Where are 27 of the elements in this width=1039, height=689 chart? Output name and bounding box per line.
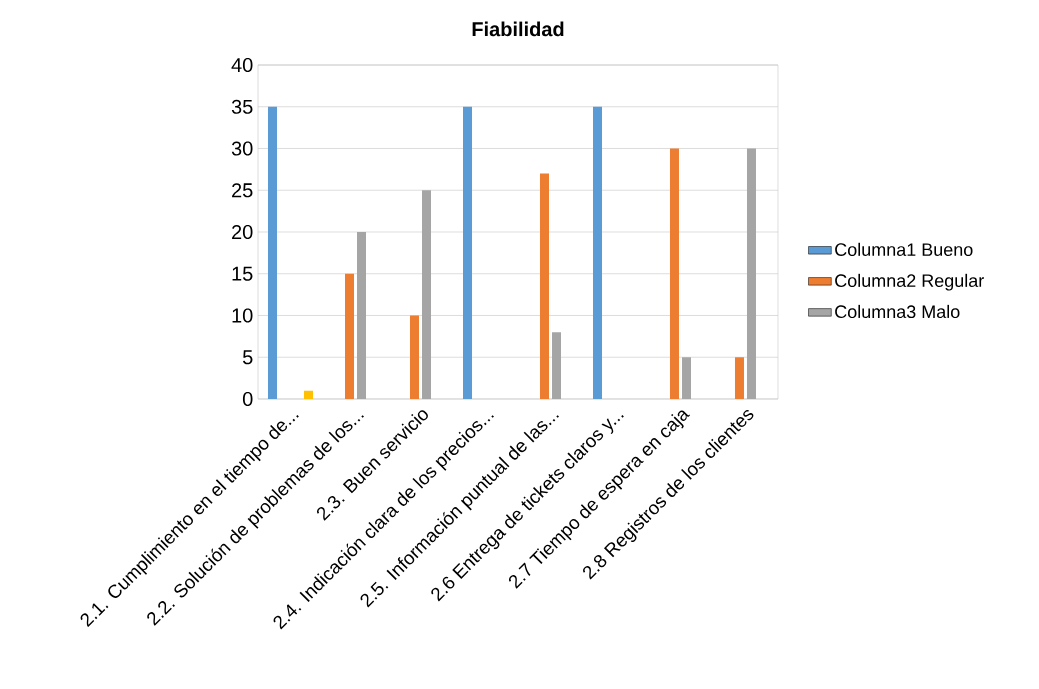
bar [669,148,679,399]
bar [422,190,431,399]
legend-label: Columna2 Regular [835,273,984,291]
bar [540,173,549,399]
bar [463,106,472,399]
bar [410,315,419,399]
y-tick-label: 20 [232,224,253,240]
y-tick-label: 5 [242,350,253,365]
y-tick-label: 35 [231,99,253,114]
legend-label: Columna1 Bueno [835,242,973,256]
bar [734,357,744,399]
bar [592,106,602,399]
chart-title: Fiabilidad [472,21,564,37]
y-tick-label: 10 [232,308,253,323]
bar [357,232,366,399]
legend-label: Columna3 Malo [835,304,960,319]
y-tick-label: 0 [242,391,253,407]
bar [268,106,277,399]
y-tick-label: 15 [232,266,253,281]
bar [304,390,314,399]
y-tick-label: 25 [232,183,253,198]
bar [681,357,691,399]
bar [345,273,354,399]
y-tick-label: 30 [231,141,253,156]
bar [552,332,561,399]
y-tick-label: 40 [231,57,253,73]
bar [746,148,756,399]
